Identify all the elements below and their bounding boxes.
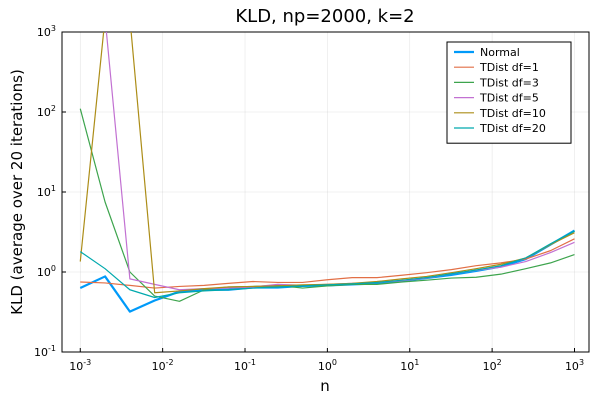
legend-label: TDist df=10 [479, 107, 546, 120]
series-line-tdist-df-1 [80, 238, 575, 289]
legend: Normal TDist df=1 TDist df=3 TDist df=5 TDis… [446, 41, 572, 144]
series-line-tdist-df-20 [79, 230, 575, 299]
x-tick-label: 10-2 [152, 358, 174, 373]
legend-label: Normal [480, 46, 520, 59]
y-axis-ticks: 10-1 100 101 102 103 [34, 24, 66, 359]
legend-label: TDist df=5 [479, 92, 539, 105]
x-tick-label: 103 [565, 358, 584, 373]
y-tick-label: 100 [37, 264, 56, 279]
series-layer [79, 32, 576, 313]
x-tick-label: 102 [483, 358, 502, 373]
x-tick-label: 101 [400, 358, 419, 373]
legend-label: TDist df=1 [479, 61, 539, 74]
x-tick-label: 100 [318, 358, 337, 373]
x-tick-label: 10-3 [69, 358, 91, 373]
legend-label: TDist df=20 [479, 122, 546, 135]
series-line-tdist-df-3 [79, 108, 575, 302]
y-tick-label: 10-1 [34, 344, 56, 359]
x-axis-ticks: 10-3 10-2 10-1 100 101 102 103 [69, 348, 584, 373]
x-axis-title: n [320, 377, 330, 395]
y-tick-label: 101 [37, 184, 56, 199]
y-tick-label: 102 [37, 104, 56, 119]
y-axis-title: KLD (average over 20 iterations) [8, 69, 26, 315]
legend-box [446, 41, 572, 144]
chart-title: KLD, np=2000, k=2 [235, 6, 414, 27]
y-tick-label: 103 [37, 24, 56, 39]
x-tick-label: 10-1 [234, 358, 256, 373]
legend-label: TDist df=3 [479, 76, 539, 89]
